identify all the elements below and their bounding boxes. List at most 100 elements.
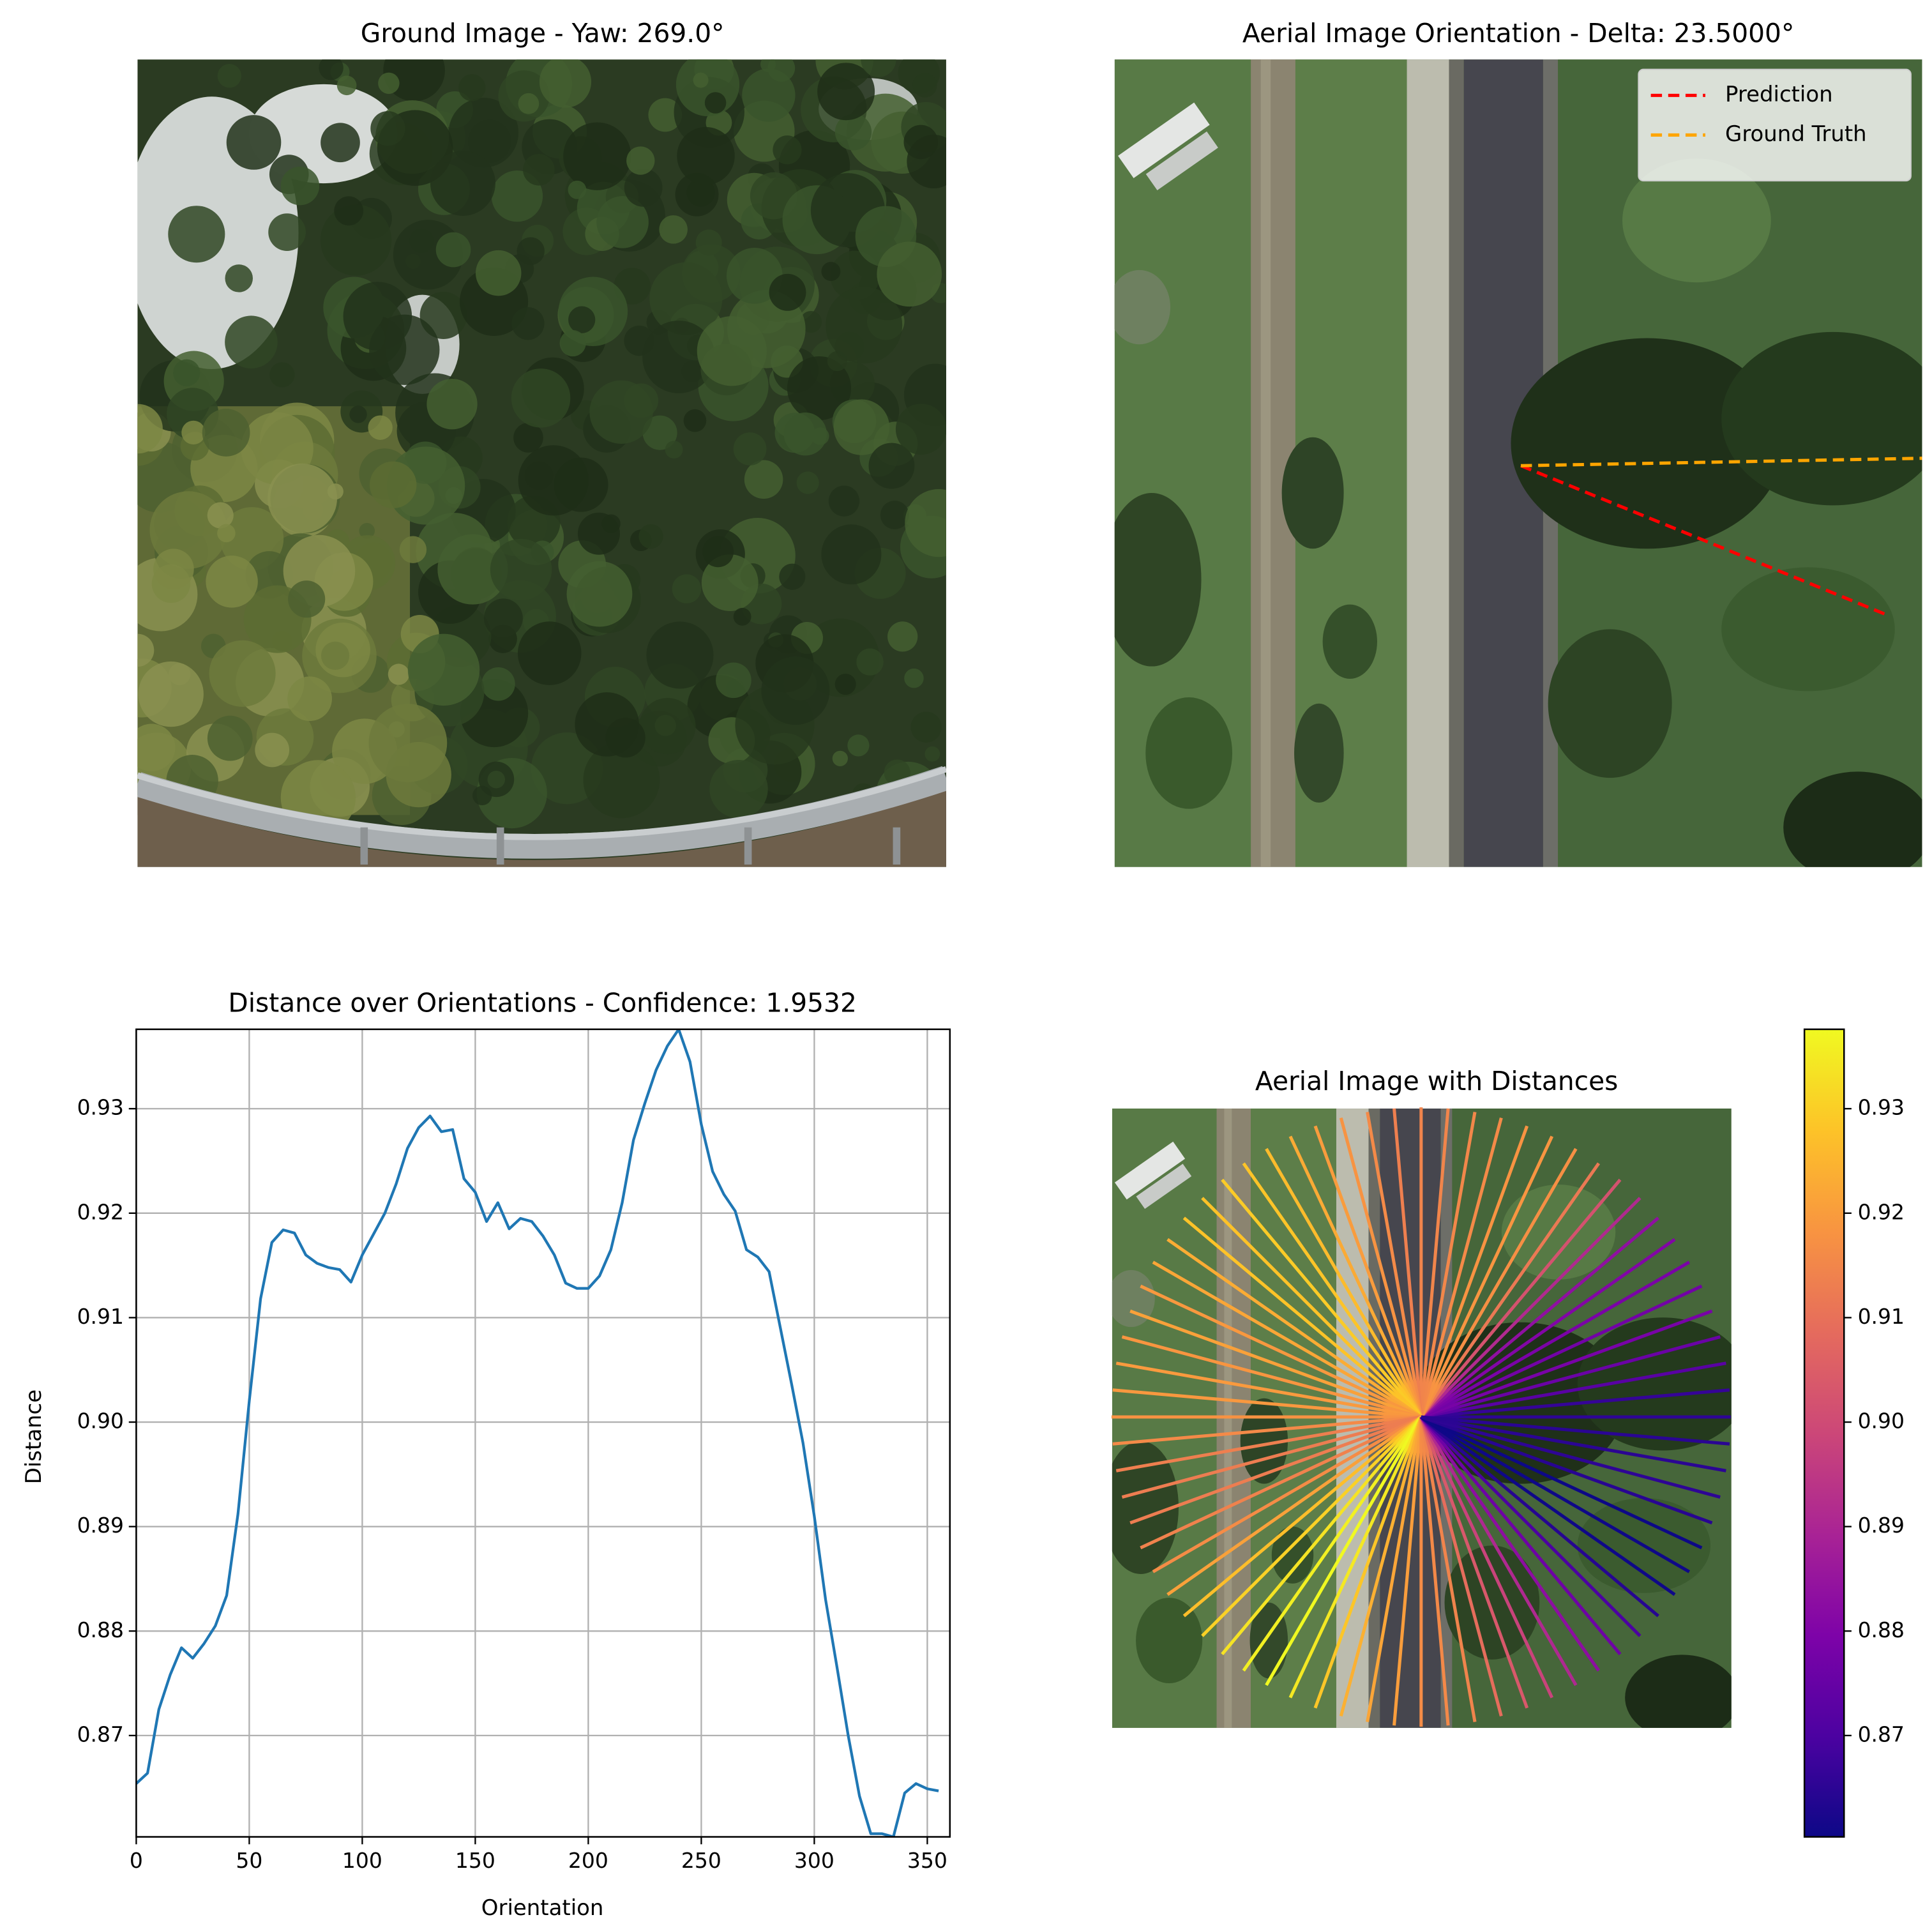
distance-ray [1265,1416,1423,1686]
panel-title: Aerial Image Orientation - Delta: 23.500… [1242,18,1794,49]
distance-ray [1420,1309,1713,1419]
y-tick-label: 0.87 [77,1722,124,1746]
colorbar-tick-label: 0.87 [1858,1722,1905,1746]
distance-ray [1419,1416,1529,1709]
x-tick-label: 350 [907,1848,947,1873]
distance-ray [1419,1416,1554,1699]
distance-ray [1421,1388,1730,1419]
distance-ray [1392,1108,1423,1418]
distance-ray [1121,1335,1422,1419]
distance-ray [1112,1388,1422,1419]
distance-ray [1265,1147,1423,1418]
distance-ray [1221,1178,1423,1418]
y-tick-label: 0.91 [77,1304,124,1329]
legend-box [1638,68,1912,182]
colorbar-tick-label: 0.92 [1858,1199,1905,1224]
distance-ray [1140,1284,1422,1419]
x-tick-label: 50 [236,1848,262,1873]
data-line [136,1029,939,1837]
distance-ray [1201,1416,1423,1637]
legend-label: Prediction [1725,82,1833,107]
distance-ray [1129,1415,1422,1525]
distance-ray [1339,1117,1423,1418]
distance-ray [1420,1261,1691,1419]
distance-ray [1420,1416,1659,1617]
y-tick-label: 0.89 [77,1513,124,1538]
distance-ray [1166,1238,1423,1419]
legend-label: Ground Truth [1725,121,1867,147]
y-axis-label: Distance [21,1390,47,1484]
distance-ray [1339,1416,1423,1717]
distance-ray [1419,1416,1450,1726]
orientation-line [1520,464,1890,617]
distance-ray [1392,1416,1423,1726]
colorbar-tick-label: 0.88 [1858,1617,1905,1642]
x-tick-label: 0 [130,1848,143,1873]
colorbar-tick-label: 0.91 [1858,1304,1905,1329]
distance-ray [1420,1415,1676,1596]
distance-ray [1121,1415,1422,1499]
orientation-line [1520,457,1922,467]
distance-ray [1419,1416,1477,1723]
distance-ray [1419,1162,1601,1418]
distance-ray [1242,1162,1423,1418]
colorbar-tick-label: 0.89 [1858,1513,1905,1538]
colorbar-tick-label: 0.90 [1858,1409,1905,1434]
x-tick-label: 100 [342,1848,382,1873]
distance-ray [1420,1284,1703,1419]
distance-ray [1419,1416,1622,1656]
distance-ray [1152,1261,1423,1419]
distance-ray [1182,1416,1423,1617]
colorbar-tick-label: 0.93 [1858,1095,1905,1120]
x-tick-label: 300 [794,1848,834,1873]
x-tick-label: 200 [568,1848,608,1873]
distance-ray [1419,1112,1477,1418]
distance-ray [1201,1197,1423,1418]
distance-ray [1140,1415,1422,1550]
distance-ray [1419,1416,1503,1717]
distance-ray [1166,1415,1423,1596]
distance-ray [1419,1108,1450,1418]
distance-ray [1419,1117,1503,1418]
y-tick-label: 0.92 [77,1199,124,1224]
distance-ray [1182,1216,1423,1418]
x-tick-label: 250 [681,1848,721,1873]
distance-ray [1419,1125,1529,1418]
distance-ray [1419,1178,1622,1418]
distance-ray [1420,1415,1691,1573]
distance-ray [1420,1197,1641,1418]
y-tick-label: 0.93 [77,1095,124,1120]
y-tick-label: 0.88 [77,1617,124,1642]
distance-ray [1288,1135,1423,1418]
distance-ray [1420,1415,1703,1550]
panel-title: Ground Image - Yaw: 269.0° [361,18,725,49]
distance-ray [1421,1361,1726,1419]
distance-ray [1419,1135,1554,1418]
colorbar [1803,1028,1845,1838]
distance-ray [1115,1361,1422,1419]
distance-ray [1152,1415,1423,1573]
distance-ray [1420,1216,1659,1418]
distance-ray [1421,1335,1721,1419]
distance-ray [1419,1416,1601,1672]
distance-ray [1313,1125,1423,1418]
distance-ray [1313,1416,1423,1709]
distance-ray [1129,1309,1422,1419]
distance-ray [1366,1416,1423,1723]
panel-title: Aerial Image with Distances [1255,1066,1619,1096]
distance-ray [1420,1416,1641,1637]
distance-ray [1366,1112,1423,1418]
ground-image [137,59,946,867]
x-tick-label: 150 [455,1848,495,1873]
distance-ray [1421,1415,1730,1446]
distance-ray [1420,1238,1676,1419]
aerial-image [1102,59,1932,883]
y-tick-label: 0.90 [77,1409,124,1434]
panel-title: Distance over Orientations - Confidence:… [228,988,857,1019]
axes-frame [135,1028,951,1838]
distance-ray [1288,1416,1423,1699]
distance-ray [1221,1416,1423,1656]
